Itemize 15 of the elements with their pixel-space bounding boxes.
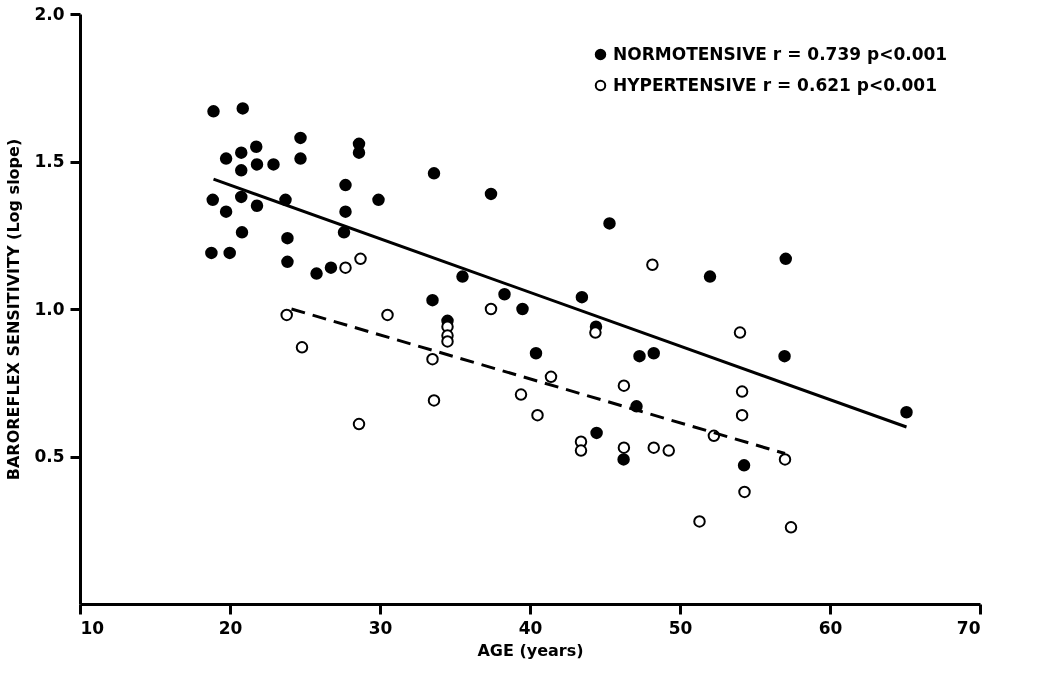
x-tick-label: 70 <box>956 617 981 638</box>
y-tick-label: 2.0 <box>34 3 65 24</box>
legend-label: NORMOTENSIVE r = 0.739 p<0.001 <box>613 43 948 64</box>
y-tick-label: 1.0 <box>34 298 65 319</box>
x-tick-label: 40 <box>518 617 543 638</box>
y-tick-label: 0.5 <box>34 446 65 466</box>
x-tick-label: 20 <box>218 617 243 638</box>
x-tick-label: 60 <box>818 617 843 638</box>
legend-label: HYPERTENSIVE r = 0.621 p<0.001 <box>613 74 937 95</box>
y-tick-label: 1.5 <box>34 151 65 171</box>
x-tick-label: 10 <box>80 617 105 638</box>
x-tick-label: 50 <box>668 617 693 638</box>
y-axis-title: BAROREFLEX SENSITIVITY (Log slope) <box>4 138 24 481</box>
x-axis-title: AGE (years) <box>477 640 584 660</box>
x-tick-label: 30 <box>368 617 393 638</box>
